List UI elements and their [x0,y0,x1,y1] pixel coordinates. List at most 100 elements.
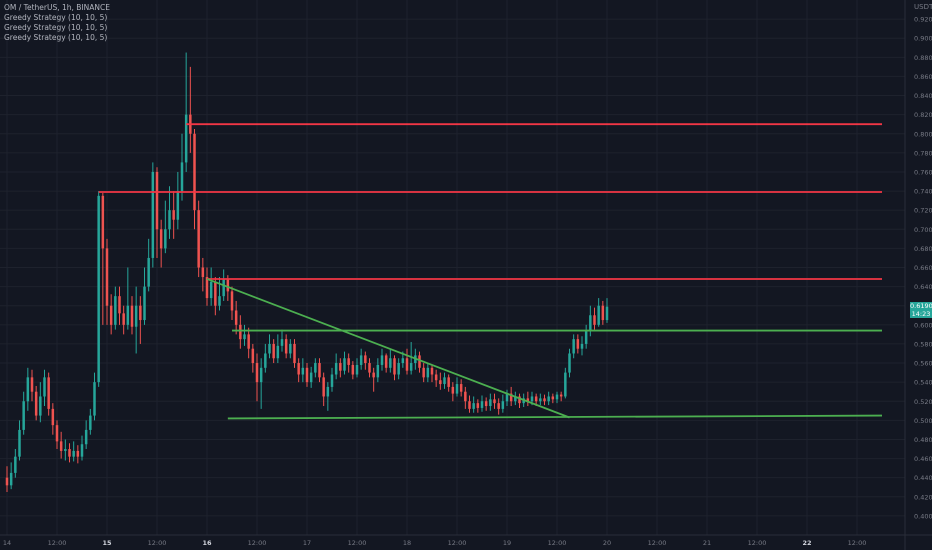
candle-body [47,377,50,409]
candle-body [134,305,138,327]
candle [297,358,300,383]
candle-body [601,305,605,321]
candle-body [539,398,542,402]
legend-indicator[interactable]: Greedy Strategy (10, 10, 5) [4,33,108,42]
candle [51,403,55,435]
candle-body [130,305,134,327]
candle-body [309,372,313,383]
x-tick-label: 17 [303,539,311,547]
candle [480,395,484,412]
candle [409,342,413,375]
candle [464,386,467,409]
drawing-lines[interactable] [98,123,883,420]
candle [184,52,188,172]
candle-body [501,401,505,409]
descending-trendline-line[interactable] [206,278,570,419]
candle [476,399,480,413]
candle [284,334,288,359]
x-tick-label: 19 [503,539,511,547]
candle-body [426,367,430,378]
candle-body [147,257,150,287]
candle [139,296,142,344]
candle-body [543,398,546,402]
time-axis[interactable]: 14 12:00 15 12:00 16 12:00 17 12:00 18 12:00 19 12:… [0,534,932,547]
candle-body [326,386,330,397]
candle [43,369,46,407]
currency-label: USDT [914,3,932,11]
legend-title[interactable]: OM / TetherUS, 1h, BINANCE [4,3,110,12]
candle-body [289,343,292,354]
candle [18,420,21,461]
support-lower-line[interactable] [227,414,883,420]
candle-body [139,305,142,321]
candle [293,339,296,368]
candle-body [476,403,480,408]
candle-body [43,377,46,397]
candle-body [447,377,450,387]
x-tick-label: 12:00 [348,539,367,547]
candle-body [351,364,355,375]
candle [89,408,92,435]
x-tick-label: 15 [102,539,112,547]
x-tick-label: 12:00 [548,539,567,547]
price-axis-bg [905,0,932,550]
candle-body [343,358,346,371]
candle [9,462,13,490]
candle [243,324,246,346]
candle [314,358,317,378]
x-tick-label: 14 [3,539,11,547]
candle [543,394,546,406]
candle [105,238,109,325]
candle-body [580,343,584,349]
last-price-tag: 0.6190 14:23 [910,302,932,318]
legend-indicator[interactable]: Greedy Strategy (10, 10, 5) [4,23,108,32]
candle-body [218,296,221,306]
candle-body [472,403,475,409]
candle [251,343,255,373]
candle-body [401,358,405,364]
candle-body [464,391,467,402]
candle [147,238,150,292]
candle [568,348,571,378]
candle [468,395,471,413]
candle-body [359,355,363,365]
candle [547,391,550,406]
candle-body [268,343,271,354]
candle [305,363,309,387]
candle-body [214,281,217,306]
candle [430,364,434,383]
candle [39,382,42,423]
candle-body [97,195,100,383]
candle-body [93,382,96,416]
candle-body [305,367,309,383]
candle-body [122,313,125,325]
x-tick-label: 20 [603,539,611,547]
candle [326,382,330,411]
last-price-value: 0.6190 [910,302,932,310]
candle-body [468,401,471,409]
candle-body [26,377,30,402]
candle [439,372,442,390]
candle-body [205,277,209,299]
candle-body [314,363,317,373]
candle-body [376,364,380,378]
candle [259,358,263,409]
candle [130,296,134,335]
legend-indicator[interactable]: Greedy Strategy (10, 10, 5) [4,13,108,22]
candle-body [22,401,25,430]
candle [72,441,75,462]
candle-body [118,296,121,314]
candle [364,351,367,370]
candle-body [489,399,492,407]
candle [197,200,200,278]
candle [301,358,305,383]
